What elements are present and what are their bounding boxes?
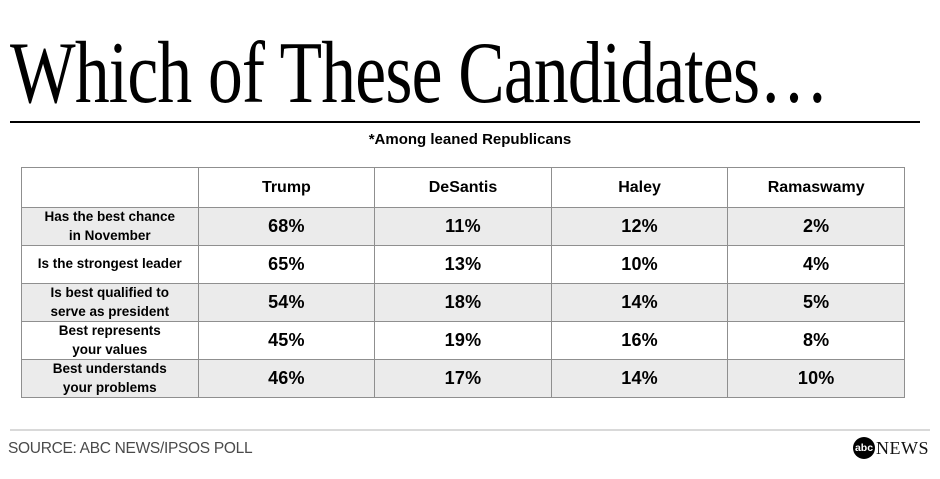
- value-cell: 16%: [550, 321, 729, 360]
- value-cell: 68%: [197, 207, 376, 246]
- header-cell-haley: Haley: [550, 167, 729, 208]
- header-cell-empty: [21, 167, 199, 208]
- header-cell-ramaswamy: Ramaswamy: [727, 167, 905, 208]
- value-cell: 14%: [550, 283, 729, 322]
- row-label-cell: Best understands your problems: [21, 359, 199, 398]
- abc-news-logo: abc NEWS: [853, 437, 929, 459]
- table-row: Is the strongest leader 65% 13% 10% 4%: [21, 245, 905, 284]
- value-cell: 5%: [727, 283, 905, 322]
- row-label-cell: Has the best chance in November: [21, 207, 199, 246]
- footer-divider: [10, 429, 930, 431]
- value-cell: 54%: [197, 283, 376, 322]
- value-cell: 18%: [374, 283, 552, 322]
- value-cell: 65%: [197, 245, 376, 284]
- value-cell: 2%: [727, 207, 905, 246]
- table-row: Has the best chance in November 68% 11% …: [21, 207, 905, 246]
- table-row: Best understands your problems 46% 17% 1…: [21, 359, 905, 398]
- value-cell: 17%: [374, 359, 552, 398]
- source-credit: SOURCE: ABC NEWS/IPSOS POLL: [8, 440, 253, 457]
- header-cell-desantis: DeSantis: [374, 167, 552, 208]
- abc-circle-icon: abc: [853, 437, 875, 459]
- row-label-cell: Is the strongest leader: [21, 245, 199, 284]
- page-title: Which of These Candidates…: [10, 25, 829, 122]
- table-header-row: Trump DeSantis Haley Ramaswamy: [21, 167, 905, 208]
- subtitle: *Among leaned Republicans: [368, 131, 572, 148]
- value-cell: 19%: [374, 321, 552, 360]
- row-label-cell: Is best qualified to serve as president: [21, 283, 199, 322]
- value-cell: 14%: [550, 359, 729, 398]
- title-divider: [10, 121, 920, 123]
- poll-table: Trump DeSantis Haley Ramaswamy Has the b…: [21, 167, 905, 398]
- table-row: Is best qualified to serve as president …: [21, 283, 905, 322]
- row-label-cell: Best represents your values: [21, 321, 199, 360]
- value-cell: 4%: [727, 245, 905, 284]
- header-cell-trump: Trump: [197, 167, 376, 208]
- value-cell: 10%: [727, 359, 905, 398]
- value-cell: 45%: [197, 321, 376, 360]
- value-cell: 10%: [550, 245, 729, 284]
- table-row: Best represents your values 45% 19% 16% …: [21, 321, 905, 360]
- value-cell: 11%: [374, 207, 552, 246]
- abc-news-wordmark: NEWS: [876, 437, 929, 458]
- value-cell: 12%: [550, 207, 729, 246]
- value-cell: 8%: [727, 321, 905, 360]
- value-cell: 46%: [197, 359, 376, 398]
- value-cell: 13%: [374, 245, 552, 284]
